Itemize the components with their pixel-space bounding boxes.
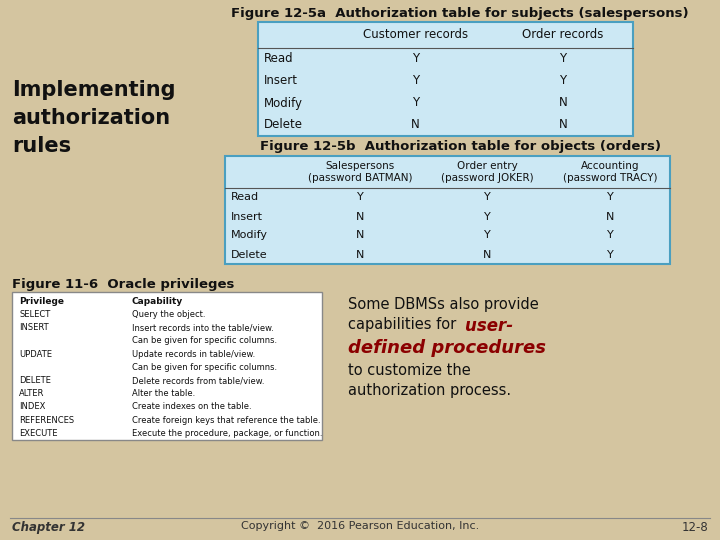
Text: Can be given for specific columns.: Can be given for specific columns. (132, 363, 277, 372)
Text: Y: Y (484, 231, 491, 240)
Text: Privilege: Privilege (19, 297, 64, 306)
Text: INDEX: INDEX (19, 402, 45, 411)
Text: Y: Y (484, 212, 491, 221)
Text: Salespersons
(password BATMAN): Salespersons (password BATMAN) (307, 161, 413, 183)
Text: Create foreign keys that reference the table.: Create foreign keys that reference the t… (132, 416, 320, 424)
Text: Query the object.: Query the object. (132, 310, 205, 319)
Text: authorization process.: authorization process. (348, 383, 511, 398)
Text: Delete: Delete (264, 118, 303, 132)
Text: Create indexes on the table.: Create indexes on the table. (132, 402, 251, 411)
Text: Modify: Modify (231, 231, 268, 240)
Text: Update records in table/view.: Update records in table/view. (132, 349, 256, 359)
Text: Y: Y (412, 52, 419, 65)
Text: Alter the table.: Alter the table. (132, 389, 195, 398)
Text: Figure 11-6  Oracle privileges: Figure 11-6 Oracle privileges (12, 278, 235, 291)
Text: DELETE: DELETE (19, 376, 51, 385)
Text: N: N (356, 212, 364, 221)
Text: Figure 12-5a  Authorization table for subjects (salespersons): Figure 12-5a Authorization table for sub… (231, 7, 689, 20)
Text: 12-8: 12-8 (681, 521, 708, 534)
Text: N: N (411, 118, 420, 132)
Text: Read: Read (264, 52, 294, 65)
Text: INSERT: INSERT (19, 323, 49, 332)
FancyBboxPatch shape (258, 22, 633, 136)
Text: Y: Y (412, 97, 419, 110)
Text: Y: Y (559, 75, 567, 87)
Text: to customize the: to customize the (348, 363, 471, 378)
Text: N: N (559, 97, 567, 110)
Text: Customer records: Customer records (363, 29, 468, 42)
Text: Y: Y (484, 192, 491, 202)
FancyBboxPatch shape (12, 292, 322, 440)
Text: Y: Y (559, 52, 567, 65)
Text: Insert: Insert (231, 212, 263, 221)
Text: EXECUTE: EXECUTE (19, 429, 58, 438)
Text: Execute the procedure, package, or function.: Execute the procedure, package, or funct… (132, 429, 323, 438)
Text: Read: Read (231, 192, 259, 202)
Text: Order entry
(password JOKER): Order entry (password JOKER) (441, 161, 534, 183)
Text: Figure 12-5b  Authorization table for objects (orders): Figure 12-5b Authorization table for obj… (259, 140, 660, 153)
Text: defined procedures: defined procedures (348, 339, 546, 357)
Text: Delete: Delete (231, 249, 268, 260)
Text: Y: Y (356, 192, 364, 202)
Text: Order records: Order records (522, 29, 603, 42)
FancyBboxPatch shape (225, 156, 670, 264)
Text: Insert records into the table/view.: Insert records into the table/view. (132, 323, 274, 332)
Text: capabilities for: capabilities for (348, 317, 461, 332)
Text: Some DBMSs also provide: Some DBMSs also provide (348, 297, 539, 312)
Text: Can be given for specific columns.: Can be given for specific columns. (132, 336, 277, 346)
Text: Y: Y (607, 249, 613, 260)
Text: Implementing
authorization
rules: Implementing authorization rules (12, 80, 176, 156)
Text: N: N (483, 249, 492, 260)
Text: REFERENCES: REFERENCES (19, 416, 74, 424)
Text: UPDATE: UPDATE (19, 349, 52, 359)
Text: Y: Y (607, 231, 613, 240)
Text: N: N (606, 212, 614, 221)
Text: Copyright ©  2016 Pearson Education, Inc.: Copyright © 2016 Pearson Education, Inc. (241, 521, 479, 531)
Text: user-: user- (465, 317, 513, 335)
Text: Delete records from table/view.: Delete records from table/view. (132, 376, 264, 385)
Text: Chapter 12: Chapter 12 (12, 521, 85, 534)
Text: N: N (356, 231, 364, 240)
Text: N: N (356, 249, 364, 260)
Text: Modify: Modify (264, 97, 303, 110)
Text: Capability: Capability (132, 297, 184, 306)
Text: SELECT: SELECT (19, 310, 50, 319)
Text: Y: Y (607, 192, 613, 202)
Text: Y: Y (412, 75, 419, 87)
Text: ALTER: ALTER (19, 389, 45, 398)
Text: Accounting
(password TRACY): Accounting (password TRACY) (563, 161, 657, 183)
Text: Insert: Insert (264, 75, 298, 87)
Text: N: N (559, 118, 567, 132)
